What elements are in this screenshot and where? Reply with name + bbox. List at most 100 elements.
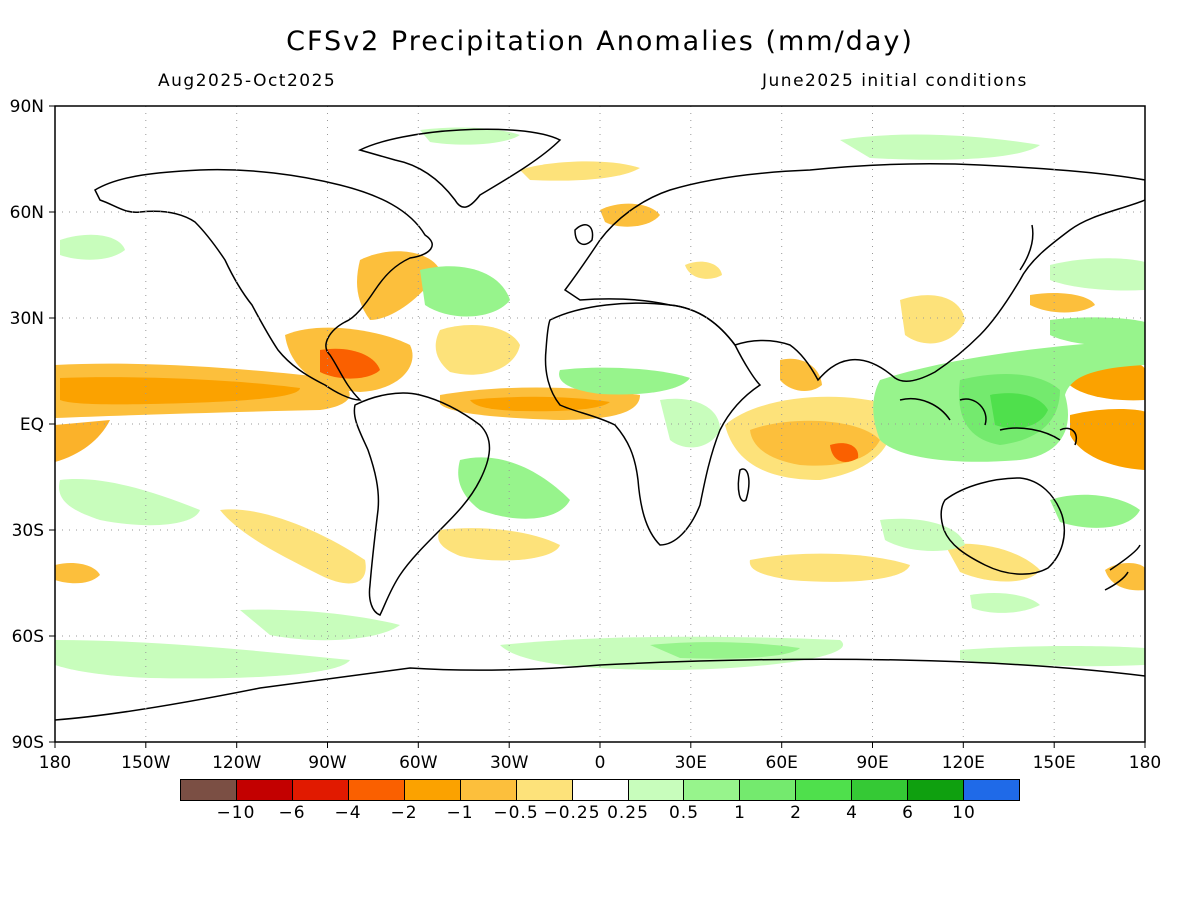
dry-anomaly-region <box>435 325 520 375</box>
tick-marks <box>49 105 1146 748</box>
legend-label: −4 <box>334 803 362 823</box>
color-legend <box>180 779 1020 801</box>
legend-swatch <box>572 780 629 800</box>
lon-label: 150W <box>121 753 170 773</box>
coastline-uk <box>574 224 594 246</box>
dry-anomaly-region <box>830 443 859 462</box>
lon-label: 150E <box>1033 753 1076 773</box>
legend-swatch <box>628 780 685 800</box>
lon-label: 120W <box>212 753 261 773</box>
coastline-south-america <box>353 392 491 616</box>
dry-anomaly-region <box>55 563 100 584</box>
lon-label: 90W <box>308 753 347 773</box>
wet-anomaly-region <box>60 234 125 260</box>
legend-swatch <box>964 780 1020 800</box>
legend-label: 0.25 <box>607 803 649 823</box>
legend-label: 4 <box>846 803 858 823</box>
legend-swatch <box>908 780 965 800</box>
wet-anomaly-region <box>55 640 350 679</box>
gridlines <box>55 106 1145 742</box>
legend-swatch <box>460 780 517 800</box>
wet-anomaly-region <box>840 134 1040 160</box>
lat-label: 90S <box>12 733 44 753</box>
wet-anomaly-region <box>458 457 570 519</box>
wet-anomaly-region <box>970 593 1040 613</box>
lon-label: 60E <box>766 753 798 773</box>
forecast-period: Aug2025-Oct2025 <box>158 71 337 91</box>
dry-anomaly-region <box>357 251 440 320</box>
wet-anomaly-region <box>990 393 1048 429</box>
legend-label: 10 <box>952 803 976 823</box>
initial-conditions: June2025 initial conditions <box>762 71 1028 91</box>
legend-swatch <box>684 780 741 800</box>
coastline-antarctica <box>55 658 1145 721</box>
lon-label: 180 <box>39 753 71 773</box>
lon-label: 120E <box>942 753 985 773</box>
lat-label: EQ <box>20 415 44 435</box>
lon-label: 60W <box>399 753 438 773</box>
dry-anomaly-region <box>220 509 366 584</box>
wet-anomaly-region <box>420 266 510 317</box>
legend-swatch <box>516 780 573 800</box>
coastline-japan <box>1019 224 1034 271</box>
dry-anomaly-region <box>55 420 110 462</box>
lon-label: 30W <box>490 753 529 773</box>
dry-anomaly-region <box>1030 293 1095 313</box>
lat-label: 60N <box>10 203 44 223</box>
legend-swatch <box>181 780 237 800</box>
lon-label: 180 <box>1129 753 1161 773</box>
coastline-new-zealand <box>1104 544 1141 591</box>
legend-label: −0.5 <box>493 803 539 823</box>
coastline-maritime-continent <box>899 398 1077 446</box>
coastline-eurasia <box>563 163 1145 383</box>
wet-anomaly-region <box>1050 317 1145 347</box>
dry-anomaly-region <box>438 528 560 561</box>
lat-label: 60S <box>12 627 44 647</box>
map-title: CFSv2 Precipitation Anomalies (mm/day) <box>286 26 914 57</box>
lon-label: 90E <box>856 753 888 773</box>
dry-anomaly-region <box>470 396 610 412</box>
dry-anomaly-region <box>320 348 380 379</box>
dry-anomaly-region <box>685 261 722 279</box>
dry-anomaly-region <box>945 543 1040 582</box>
dry-anomaly-region <box>900 295 965 344</box>
legend-label: −10 <box>216 803 256 823</box>
legend-swatch <box>236 780 293 800</box>
legend-label: −1 <box>446 803 474 823</box>
wet-anomaly-region <box>559 367 690 395</box>
legend-swatch <box>740 780 797 800</box>
legend-label: −6 <box>278 803 306 823</box>
lat-label: 30N <box>10 309 44 329</box>
wet-anomaly-region <box>960 645 1145 667</box>
legend-label: 1 <box>734 803 746 823</box>
legend-label: 6 <box>902 803 914 823</box>
legend-label: −0.25 <box>543 803 601 823</box>
wet-anomaly-region <box>240 609 400 641</box>
wet-anomaly-region <box>650 642 800 659</box>
dry-anomaly-region <box>60 377 300 405</box>
legend-swatch <box>852 780 909 800</box>
coastline-north-america <box>94 168 433 401</box>
wet-anomaly-region <box>420 127 520 145</box>
dry-anomaly-region <box>780 358 822 392</box>
wet-anomaly-region <box>59 479 201 526</box>
wet-anomaly-region <box>660 398 720 448</box>
legend-swatch <box>796 780 853 800</box>
lat-label: 30S <box>12 521 44 541</box>
lon-label: 0 <box>595 753 606 773</box>
dry-anomaly-region <box>749 553 910 582</box>
legend-label: 2 <box>790 803 802 823</box>
legend-swatch <box>292 780 349 800</box>
lon-label: 30E <box>675 753 707 773</box>
wet-anomaly-region <box>1050 494 1140 528</box>
coastline-greenland <box>357 128 562 208</box>
dry-anomaly-region <box>520 161 640 181</box>
anomaly-shading <box>55 127 1145 679</box>
coastline-madagascar <box>737 468 750 502</box>
dry-anomaly-region <box>600 203 660 227</box>
legend-swatch <box>348 780 405 800</box>
legend-label: −2 <box>390 803 418 823</box>
lat-label: 90N <box>10 97 44 117</box>
legend-label: 0.5 <box>668 803 700 823</box>
